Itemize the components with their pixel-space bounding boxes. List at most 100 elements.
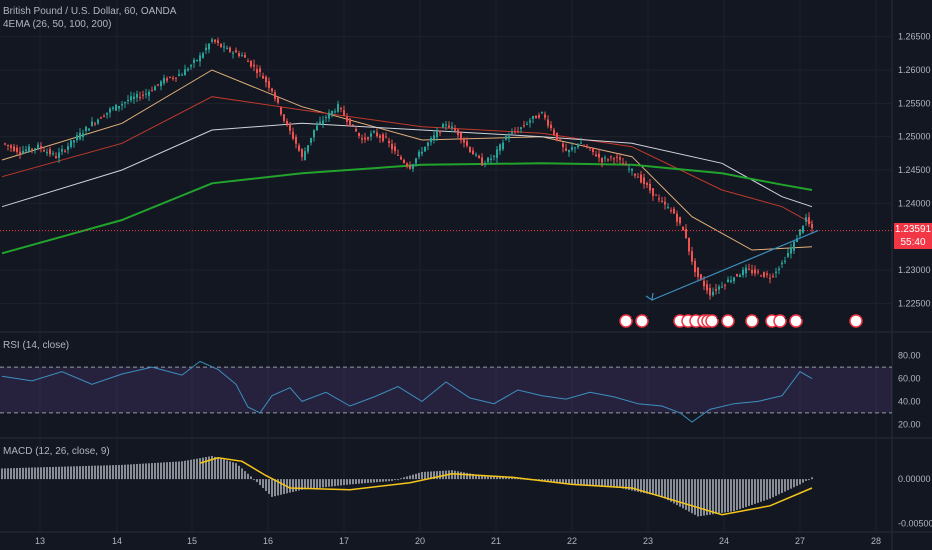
candle-body[interactable] [112,107,114,109]
candle-body[interactable] [67,146,69,150]
candle-body[interactable] [133,96,135,99]
candle-body[interactable] [124,102,126,104]
candle-body[interactable] [25,149,27,151]
candle-body[interactable] [379,135,381,139]
candle-body[interactable] [430,138,432,143]
event-flag[interactable] [745,314,759,328]
candle-body[interactable] [58,152,60,158]
candle-body[interactable] [160,81,162,87]
candle-body[interactable] [292,131,294,139]
candle-body[interactable] [481,157,483,166]
candle-body[interactable] [421,151,423,154]
candle-body[interactable] [415,158,417,164]
candle-body[interactable] [493,155,495,157]
candle-body[interactable] [454,128,456,131]
candle-body[interactable] [679,216,681,224]
candle-body[interactable] [673,208,675,214]
candle-body[interactable] [532,116,534,119]
event-flag[interactable] [789,314,803,328]
candle-body[interactable] [16,147,18,152]
candle-body[interactable] [511,132,513,134]
candle-body[interactable] [331,110,333,115]
candle-body[interactable] [778,268,780,271]
candle-body[interactable] [580,142,582,144]
candle-body[interactable] [442,124,444,128]
candle-body[interactable] [523,125,525,127]
candle-body[interactable] [361,138,363,140]
candle-body[interactable] [736,274,738,277]
candle-body[interactable] [322,120,324,125]
candle-body[interactable] [760,275,762,277]
candle-body[interactable] [565,148,567,151]
candle-body[interactable] [346,116,348,122]
candle-body[interactable] [103,116,105,118]
candle-body[interactable] [187,68,189,71]
candle-body[interactable] [313,129,315,138]
candle-body[interactable] [247,60,249,62]
candle-body[interactable] [319,121,321,125]
candle-body[interactable] [82,133,84,137]
candle-body[interactable] [772,275,774,277]
candle-body[interactable] [700,274,702,280]
candle-body[interactable] [43,150,45,152]
candle-body[interactable] [571,147,573,150]
candle-body[interactable] [796,238,798,243]
candle-body[interactable] [637,176,639,178]
event-flag[interactable] [619,314,633,328]
candle-body[interactable] [307,145,309,152]
candle-body[interactable] [7,144,9,146]
candle-body[interactable] [115,104,117,111]
candle-body[interactable] [388,140,390,144]
candle-body[interactable] [469,146,471,153]
candle-body[interactable] [349,118,351,126]
candle-body[interactable] [163,77,165,84]
candle-body[interactable] [682,226,684,231]
candle-body[interactable] [376,132,378,137]
candle-body[interactable] [226,47,228,49]
candle-body[interactable] [412,164,414,169]
candle-body[interactable] [196,59,198,61]
candle-body[interactable] [265,76,267,83]
candle-body[interactable] [505,136,507,140]
candle-body[interactable] [583,145,585,147]
event-flag[interactable] [705,314,719,328]
candle-body[interactable] [517,131,519,133]
candle-body[interactable] [22,150,24,154]
candle-body[interactable] [451,126,453,128]
candle-body[interactable] [688,237,690,252]
candle-body[interactable] [217,40,219,44]
candle-body[interactable] [337,104,339,112]
candle-body[interactable] [367,137,369,140]
candle-body[interactable] [334,111,336,113]
candle-body[interactable] [466,141,468,146]
candle-body[interactable] [397,154,399,156]
candle-body[interactable] [373,131,375,133]
candle-body[interactable] [709,287,711,296]
candle-body[interactable] [697,267,699,277]
candle-body[interactable] [142,94,144,96]
candle-body[interactable] [502,142,504,150]
symbol-title[interactable]: British Pound / U.S. Dollar, 60, OANDA [3,6,177,17]
candle-body[interactable] [802,225,804,233]
candle-body[interactable] [19,151,21,154]
event-flag[interactable] [721,314,735,328]
candle-body[interactable] [775,271,777,273]
candle-body[interactable] [544,114,546,118]
candle-body[interactable] [559,139,561,141]
candle-body[interactable] [358,132,360,136]
candle-body[interactable] [262,75,264,79]
candle-body[interactable] [178,74,180,76]
candle-body[interactable] [40,146,42,149]
candle-body[interactable] [634,173,636,176]
candle-body[interactable] [280,107,282,115]
candle-body[interactable] [664,201,666,205]
candle-body[interactable] [241,55,243,57]
candle-body[interactable] [214,39,216,42]
candle-body[interactable] [745,267,747,274]
candle-body[interactable] [757,271,759,273]
candle-body[interactable] [670,210,672,212]
candle-body[interactable] [436,131,438,138]
candle-body[interactable] [640,174,642,183]
candle-body[interactable] [4,143,6,145]
